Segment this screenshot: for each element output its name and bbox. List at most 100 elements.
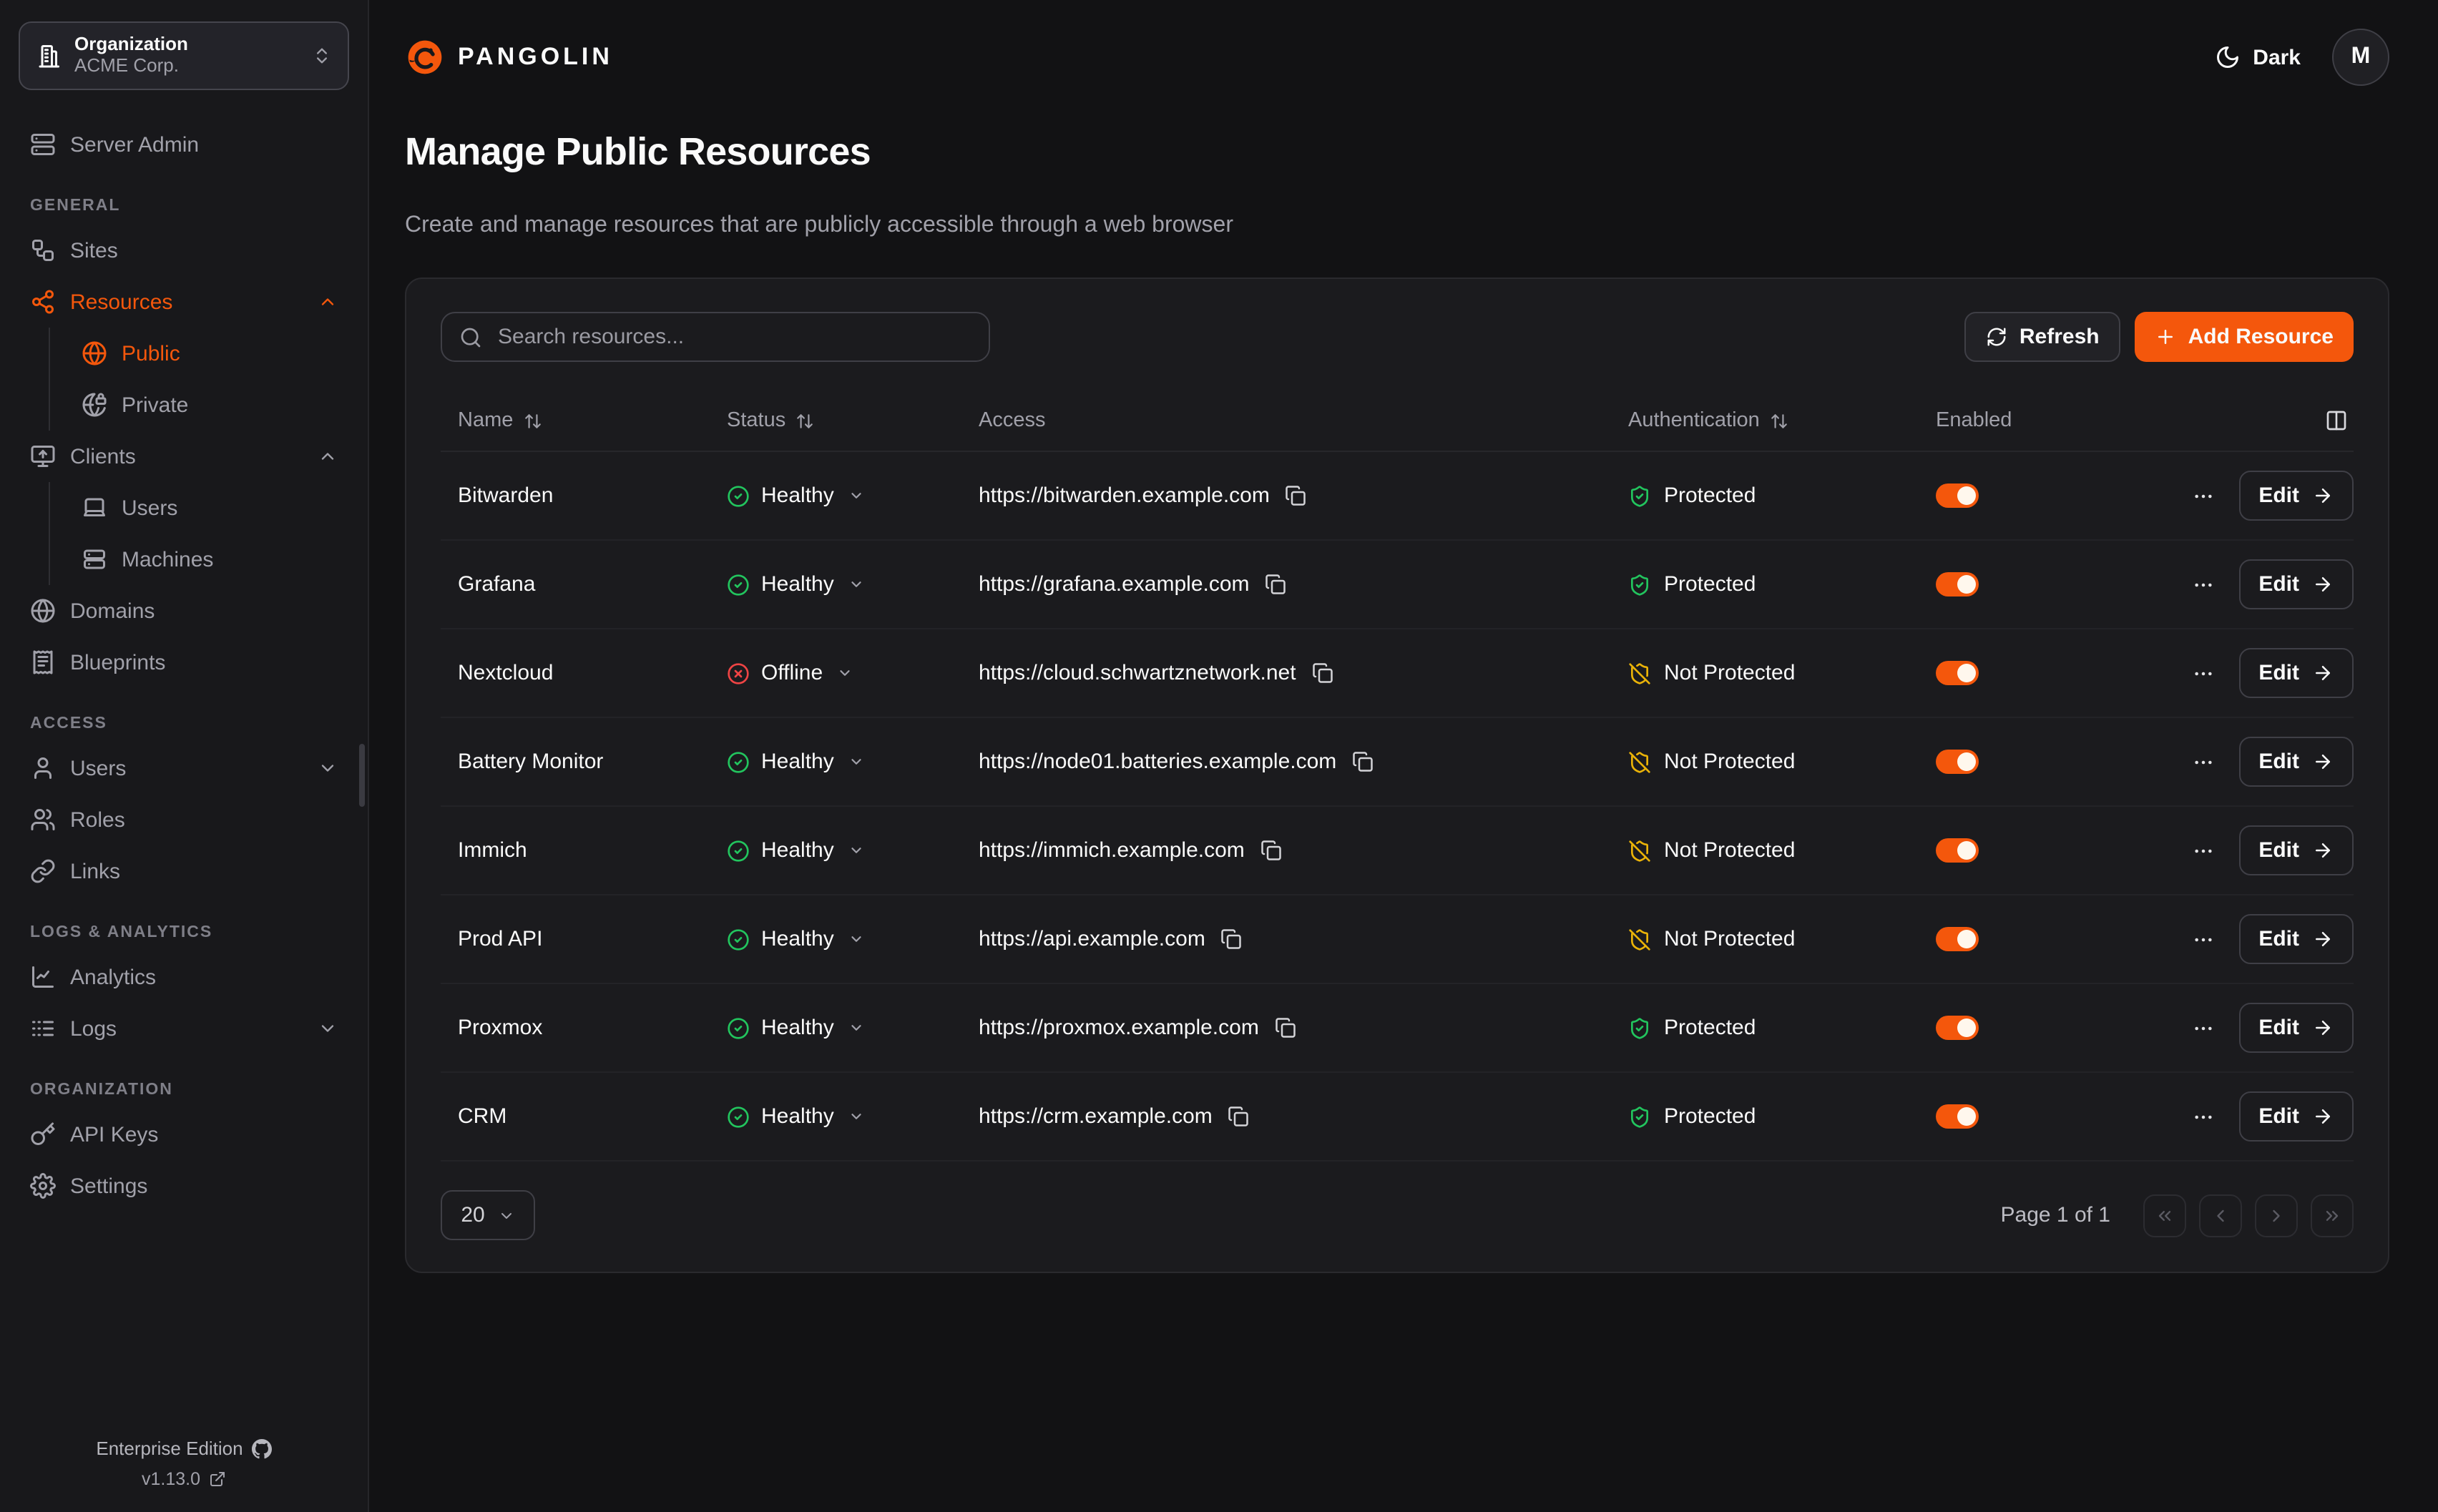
avatar[interactable]: M: [2332, 29, 2389, 86]
edit-button[interactable]: Edit: [2238, 1003, 2354, 1054]
table-row: Proxmox Healthy https://proxmox.example.…: [441, 984, 2354, 1074]
server-icon: [82, 546, 107, 572]
edit-button[interactable]: Edit: [2238, 559, 2354, 610]
status-label: Healthy: [761, 838, 834, 863]
ellipsis-icon[interactable]: [2191, 484, 2214, 507]
sidebar-item-label: Users: [70, 756, 127, 780]
enabled-toggle[interactable]: [1936, 838, 1979, 863]
theme-toggle[interactable]: Dark: [2214, 44, 2301, 70]
next-page-button[interactable]: [2255, 1194, 2298, 1237]
resources-subnav: Public Private: [49, 328, 349, 431]
sidebar-item-blueprints[interactable]: Blueprints: [19, 637, 349, 688]
org-selector[interactable]: Organization ACME Corp.: [19, 21, 349, 90]
actions-cell: Edit: [2096, 914, 2354, 965]
status-cell[interactable]: Healthy: [727, 750, 979, 774]
column-header-authentication[interactable]: Authentication: [1628, 409, 1936, 432]
edit-button[interactable]: Edit: [2238, 737, 2354, 787]
chevrons-up-down-icon: [312, 46, 332, 66]
sidebar-item-public[interactable]: Public: [50, 328, 349, 379]
enabled-toggle[interactable]: [1936, 750, 1979, 775]
edit-button[interactable]: Edit: [2238, 825, 2354, 876]
actions-cell: Edit: [2096, 737, 2354, 787]
edition-label: Enterprise Edition: [96, 1438, 243, 1459]
sidebar-item-logs[interactable]: Logs: [19, 1003, 349, 1054]
shield-check-icon: [1628, 1105, 1651, 1128]
sidebar-item-server-admin[interactable]: Server Admin: [19, 119, 349, 170]
copy-icon[interactable]: [1221, 928, 1243, 950]
edit-button[interactable]: Edit: [2238, 1091, 2354, 1142]
sidebar-footer: Enterprise Edition v1.13.0: [19, 1438, 349, 1495]
column-header-status[interactable]: Status: [727, 409, 979, 432]
sidebar-item-private[interactable]: Private: [50, 379, 349, 431]
ellipsis-icon[interactable]: [2191, 1016, 2214, 1039]
add-resource-label: Add Resource: [2188, 325, 2334, 350]
copy-icon[interactable]: [1352, 751, 1374, 772]
column-visibility-control[interactable]: [2096, 409, 2354, 432]
copy-icon[interactable]: [1260, 840, 1282, 861]
search-input[interactable]: [495, 323, 971, 351]
copy-icon[interactable]: [1228, 1106, 1250, 1127]
version-line[interactable]: v1.13.0: [19, 1469, 349, 1489]
section-label-access: ACCESS: [30, 715, 107, 732]
copy-icon[interactable]: [1265, 574, 1287, 595]
sidebar-item-links[interactable]: Links: [19, 845, 349, 897]
enabled-toggle[interactable]: [1936, 483, 1979, 509]
status-cell[interactable]: Healthy: [727, 572, 979, 597]
search-box[interactable]: [441, 312, 990, 363]
enabled-toggle[interactable]: [1936, 1104, 1979, 1129]
actions-cell: Edit: [2096, 648, 2354, 699]
chevron-down-icon: [848, 1020, 864, 1036]
enabled-toggle[interactable]: [1936, 927, 1979, 952]
chevron-left-icon: [2211, 1205, 2231, 1225]
edit-label: Edit: [2258, 661, 2299, 686]
ellipsis-icon[interactable]: [2191, 928, 2214, 951]
column-header-name[interactable]: Name: [458, 409, 727, 432]
copy-icon[interactable]: [1275, 1017, 1296, 1039]
status-cell[interactable]: Offline: [727, 661, 979, 685]
first-page-button[interactable]: [2143, 1194, 2186, 1237]
sidebar-item-analytics[interactable]: Analytics: [19, 951, 349, 1003]
sidebar-scrollbar[interactable]: [359, 744, 365, 807]
ellipsis-icon[interactable]: [2191, 839, 2214, 862]
sidebar-item-settings[interactable]: Settings: [19, 1160, 349, 1212]
chevron-down-icon: [837, 665, 853, 681]
status-cell[interactable]: Healthy: [727, 1104, 979, 1129]
previous-page-button[interactable]: [2199, 1194, 2242, 1237]
sidebar-item-users[interactable]: Users: [19, 742, 349, 794]
page-info: Page 1 of 1: [2000, 1203, 2110, 1228]
status-label: Healthy: [761, 1104, 834, 1129]
edit-button[interactable]: Edit: [2238, 914, 2354, 965]
copy-icon[interactable]: [1286, 485, 1307, 506]
sidebar-item-roles[interactable]: Roles: [19, 794, 349, 845]
edit-button[interactable]: Edit: [2238, 471, 2354, 521]
ellipsis-icon[interactable]: [2191, 573, 2214, 596]
brand-name: PANGOLIN: [458, 43, 613, 70]
last-page-button[interactable]: [2311, 1194, 2354, 1237]
sidebar-item-client-users[interactable]: Users: [50, 482, 349, 534]
chevron-down-icon: [848, 843, 864, 858]
status-cell[interactable]: Healthy: [727, 483, 979, 508]
edit-button[interactable]: Edit: [2238, 648, 2354, 699]
status-cell[interactable]: Healthy: [727, 927, 979, 951]
sidebar-item-api-keys[interactable]: API Keys: [19, 1109, 349, 1160]
brand[interactable]: PANGOLIN: [405, 37, 613, 77]
enabled-toggle[interactable]: [1936, 572, 1979, 597]
sidebar-item-domains[interactable]: Domains: [19, 585, 349, 637]
sidebar-item-clients[interactable]: Clients: [19, 431, 349, 482]
ellipsis-icon[interactable]: [2191, 1105, 2214, 1128]
enabled-toggle[interactable]: [1936, 1016, 1979, 1041]
ellipsis-icon[interactable]: [2191, 750, 2214, 773]
sort-icon: [1770, 411, 1788, 430]
refresh-button[interactable]: Refresh: [1964, 312, 2121, 363]
sidebar-item-resources[interactable]: Resources: [19, 276, 349, 328]
add-resource-button[interactable]: Add Resource: [2135, 312, 2354, 363]
sidebar-item-sites[interactable]: Sites: [19, 225, 349, 276]
sidebar-item-machines[interactable]: Machines: [50, 534, 349, 585]
enabled-toggle[interactable]: [1936, 661, 1979, 686]
copy-icon[interactable]: [1312, 662, 1333, 684]
ellipsis-icon[interactable]: [2191, 662, 2214, 684]
edition-line[interactable]: Enterprise Edition: [19, 1438, 349, 1459]
page-size-select[interactable]: 20: [441, 1190, 535, 1241]
status-cell[interactable]: Healthy: [727, 1016, 979, 1040]
status-cell[interactable]: Healthy: [727, 838, 979, 863]
